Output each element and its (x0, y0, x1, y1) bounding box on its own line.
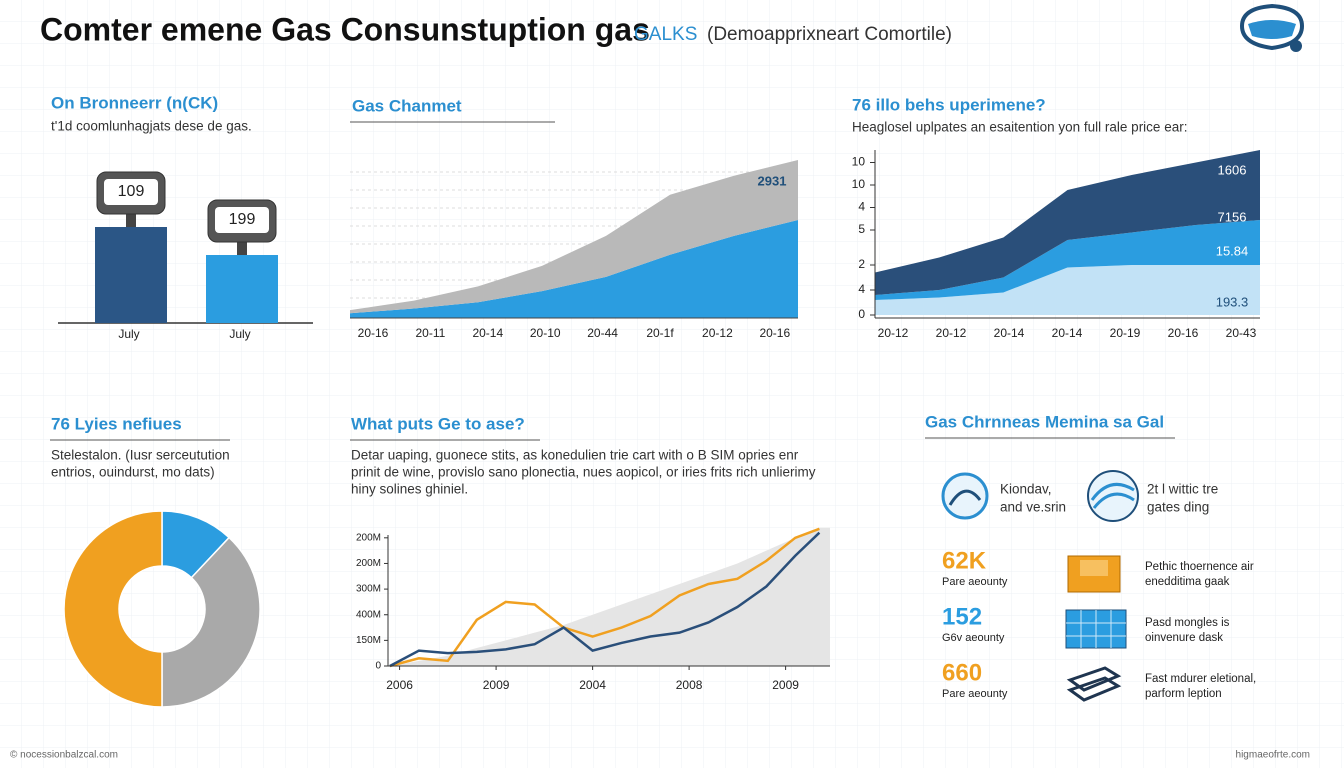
y-tick-label: 200M (356, 558, 381, 569)
annotation: 2931 (758, 173, 787, 188)
stat-desc: Pethic thoernence air (1145, 561, 1254, 573)
y-tick-label: 400M (356, 609, 381, 620)
stat-desc: oinvenure dask (1145, 632, 1223, 644)
x-tick-label: 2004 (579, 678, 606, 692)
bar (206, 255, 278, 323)
x-tick-label: July (118, 327, 139, 341)
panel-subtitle: Heaglosel uplpates an esaitention yon fu… (852, 120, 1187, 135)
value-annotation: 193.3 (1216, 294, 1249, 309)
x-tick-label: 20-43 (1226, 326, 1257, 340)
x-tick-label: 20-12 (878, 326, 909, 340)
y-tick-label: 300M (356, 584, 381, 595)
x-tick-label: 20-14 (994, 326, 1025, 340)
y-tick-label: 0 (858, 307, 865, 321)
logo (1239, 3, 1305, 52)
bar (95, 227, 167, 323)
panel-subtitle: t'1d coomlunhagjats dese de gas. (51, 119, 252, 134)
line (389, 527, 820, 668)
panel-text: prinit de wine, provislo sano plonectia,… (351, 465, 816, 480)
y-tick-label: 10 (852, 177, 866, 191)
x-tick-label: 20-16 (759, 326, 790, 340)
x-tick-label: July (229, 327, 250, 341)
value-annotation: 7156 (1218, 209, 1247, 224)
y-tick-label: 200M (356, 532, 381, 543)
x-tick-label: 2008 (676, 678, 703, 692)
y-tick-label: 4 (858, 200, 865, 214)
icon-globe (941, 472, 989, 520)
area (875, 265, 1260, 315)
page-title: Comter emene Gas Consunstuption gas (40, 11, 650, 47)
icon-caption: and ve.srin (1000, 500, 1066, 515)
y-tick-label: 10 (852, 155, 866, 169)
panel-text: hiny solines ghiniel. (351, 482, 468, 497)
line (389, 531, 821, 668)
y-tick-label: 150M (356, 635, 381, 646)
value-annotation: 15.84 (1216, 243, 1249, 258)
icon-box (1067, 555, 1121, 593)
stat-label: G6v aeounty (942, 632, 1005, 644)
x-tick-label: 20-19 (1110, 326, 1141, 340)
donut-slice (161, 536, 261, 708)
panel-title: 76 Lyies nefiues (51, 414, 182, 433)
x-tick-label: 2009 (772, 678, 799, 692)
icon-caption: Kiondav, (1000, 482, 1052, 497)
stat-value: 62K (942, 547, 987, 574)
stat-desc: enedditima gaak (1145, 576, 1230, 588)
area (350, 160, 798, 314)
gauge-readout: 199 (229, 211, 256, 228)
donut-slice (63, 510, 163, 708)
value-annotation: 1606 (1218, 162, 1247, 177)
stat-label: Pare aeounty (942, 576, 1008, 588)
y-tick-label: 0 (375, 661, 381, 672)
area (875, 150, 1260, 295)
icon-grid (1065, 609, 1127, 649)
area (875, 220, 1260, 300)
x-tick-label: 20-16 (1168, 326, 1199, 340)
subtitle-code: GALKS (634, 24, 697, 45)
panel-text: Detar uaping, guonece stits, as koneduli… (351, 448, 799, 463)
x-tick-label: 20-14 (472, 326, 503, 340)
panel-title: What puts Ge to ase? (351, 414, 525, 433)
stat-desc: parform leption (1145, 688, 1222, 700)
stat-value: 660 (942, 659, 982, 686)
gauge-screen (104, 179, 158, 205)
icon-caption: 2t l wittic tre (1147, 482, 1218, 497)
x-tick-label: 20-10 (530, 326, 561, 340)
x-tick-label: 20-14 (1052, 326, 1083, 340)
x-tick-label: 20-12 (702, 326, 733, 340)
area (389, 527, 830, 666)
panel-title: Gas Chrnneas Memina sa Gal (925, 412, 1164, 431)
stat-value: 152 (942, 603, 982, 630)
panel-title: 76 illo behs uperimene? (852, 95, 1046, 114)
x-tick-label: 2006 (386, 678, 413, 692)
stat-desc: Fast mdurer eletional, (1145, 673, 1256, 685)
icon-wave (1087, 470, 1139, 522)
panel-subtitle: Stelestalon. (Iusr serceutution (51, 448, 230, 463)
panel-title: Gas Chanmet (352, 96, 462, 115)
stat-desc: Pasd mongles is (1145, 617, 1230, 629)
footer-left: © nocessionbalzcal.com (10, 750, 118, 761)
y-tick-label: 4 (858, 282, 865, 296)
icon-caption: gates ding (1147, 500, 1209, 515)
panel-title: On Bronneerr (n(CK) (51, 93, 218, 112)
x-tick-label: 20-44 (587, 326, 618, 340)
gauge-screen (215, 207, 269, 233)
footer-right: higmaeofrte.com (1236, 750, 1310, 761)
stat-label: Pare aeounty (942, 688, 1008, 700)
x-tick-label: 20-12 (936, 326, 967, 340)
subtitle: (Demoapprixneart Comortile) (707, 24, 952, 45)
gauge-pole (237, 241, 247, 255)
y-tick-label: 5 (858, 222, 865, 236)
gauge-pole (126, 213, 136, 227)
icon-books (1066, 666, 1122, 702)
area (350, 220, 798, 318)
x-tick-label: 20-16 (358, 326, 389, 340)
x-tick-label: 20-1f (646, 326, 674, 340)
gauge-readout: 109 (118, 183, 145, 200)
x-tick-label: 2009 (483, 678, 510, 692)
y-tick-label: 2 (858, 257, 865, 271)
panel-subtitle: entrios, ouindurst, mo dats) (51, 465, 215, 480)
x-tick-label: 20-11 (415, 326, 445, 340)
